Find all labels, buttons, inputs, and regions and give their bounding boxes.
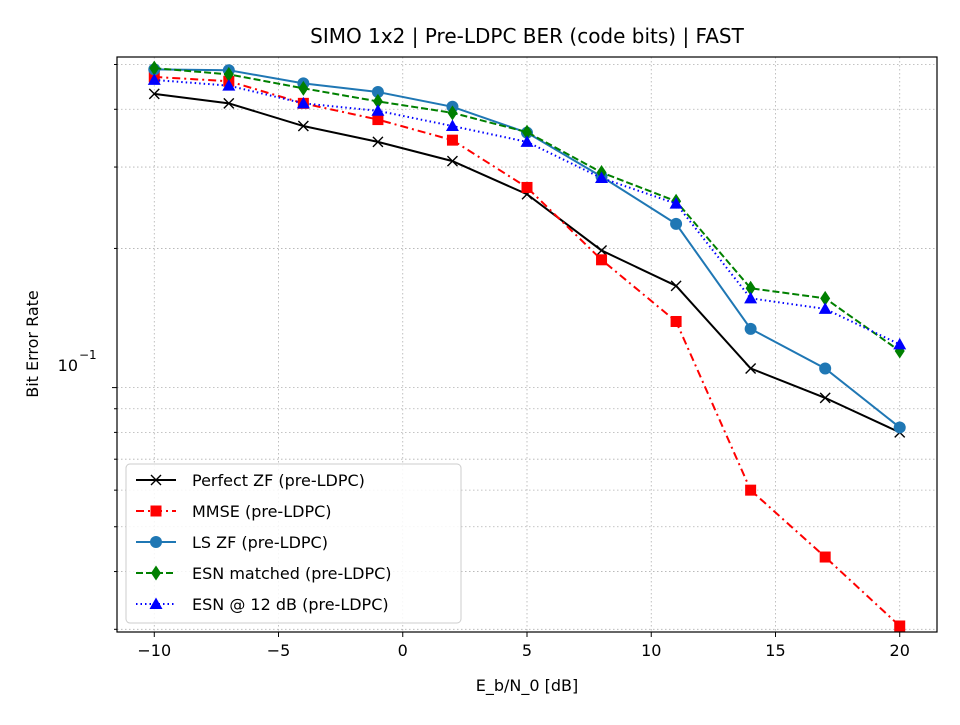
data-point — [745, 280, 756, 296]
data-point — [149, 60, 160, 76]
legend-item-4: ESN @ 12 dB (pre-LDPC) — [136, 595, 389, 614]
data-point — [521, 181, 533, 193]
data-point — [446, 155, 458, 167]
data-point — [745, 362, 757, 374]
data-point — [596, 244, 608, 256]
legend-label: ESN @ 12 dB (pre-LDPC) — [192, 595, 389, 614]
legend-item-0: Perfect ZF (pre-LDPC) — [136, 471, 365, 490]
data-point — [148, 88, 160, 100]
data-point — [819, 551, 831, 563]
legend: Perfect ZF (pre-LDPC) MMSE (pre-LDPC) LS Z… — [125, 463, 462, 624]
data-point — [744, 322, 757, 335]
data-point — [595, 171, 609, 184]
data-point — [670, 315, 682, 327]
data-point — [445, 119, 459, 132]
data-point — [670, 280, 682, 292]
legend-item-1: MMSE (pre-LDPC) — [136, 502, 332, 521]
text-layer: SIMO 1x2 | Pre-LDPC BER (code bits) | FA… — [23, 24, 910, 696]
data-point — [223, 66, 234, 82]
x-tick-label: −5 — [267, 641, 291, 660]
y-axis-label: Bit Error Rate — [23, 290, 42, 398]
plot-frame — [116, 56, 938, 633]
legend-marker — [150, 474, 162, 486]
legend-label: Perfect ZF (pre-LDPC) — [192, 471, 365, 490]
legend-marker — [150, 536, 162, 548]
data-point — [372, 93, 383, 109]
data-point — [818, 302, 832, 314]
legend-item-2: LS ZF (pre-LDPC) — [136, 533, 328, 552]
x-tick-label: 20 — [890, 641, 910, 660]
data-point — [446, 134, 458, 146]
legend-marker — [150, 505, 162, 517]
data-point — [297, 120, 309, 132]
x-axis-label: E_b/N_0 [dB] — [476, 676, 579, 696]
legend-item-3: ESN matched (pre-LDPC) — [136, 564, 392, 583]
data-point — [371, 85, 384, 98]
legend-label: ESN matched (pre-LDPC) — [192, 564, 392, 583]
data-point — [371, 104, 385, 116]
data-point — [223, 97, 235, 109]
series-layer — [147, 60, 907, 632]
data-point — [596, 254, 608, 266]
y-tick-label-base: 10 — [58, 356, 78, 375]
data-point — [522, 124, 532, 140]
data-point — [372, 114, 384, 126]
x-tick-label: 0 — [398, 641, 408, 660]
legend-marker — [151, 565, 161, 581]
series-4 — [147, 73, 907, 350]
data-point — [745, 484, 757, 496]
legend-label: MMSE (pre-LDPC) — [192, 502, 332, 521]
data-point — [447, 105, 458, 121]
y-tick-label-0.1: 10 −1 — [58, 348, 97, 375]
data-point — [298, 80, 309, 96]
data-point — [819, 362, 832, 375]
data-point — [147, 73, 161, 85]
data-point — [669, 197, 683, 209]
legend-frame — [125, 463, 462, 624]
x-tick-label: 5 — [522, 641, 532, 660]
data-point — [893, 337, 907, 350]
legend-marker — [149, 597, 163, 609]
series-line — [154, 67, 901, 352]
legend-label: LS ZF (pre-LDPC) — [192, 533, 328, 552]
x-tick-label: −10 — [137, 641, 171, 660]
x-tick-label: 10 — [641, 641, 661, 660]
data-point — [222, 79, 236, 91]
chart-title: SIMO 1x2 | Pre-LDPC BER (code bits) | FA… — [310, 24, 744, 48]
series-line — [154, 75, 901, 627]
x-tick-label: 15 — [765, 641, 785, 660]
data-point — [819, 392, 831, 404]
data-point — [296, 96, 310, 109]
y-tick-label-exponent: −1 — [79, 348, 97, 362]
data-point — [520, 135, 534, 147]
data-point — [820, 290, 831, 306]
data-point — [894, 620, 906, 632]
data-point — [893, 421, 906, 434]
data-point — [670, 217, 683, 230]
data-point — [372, 136, 384, 148]
data-point — [744, 291, 758, 304]
